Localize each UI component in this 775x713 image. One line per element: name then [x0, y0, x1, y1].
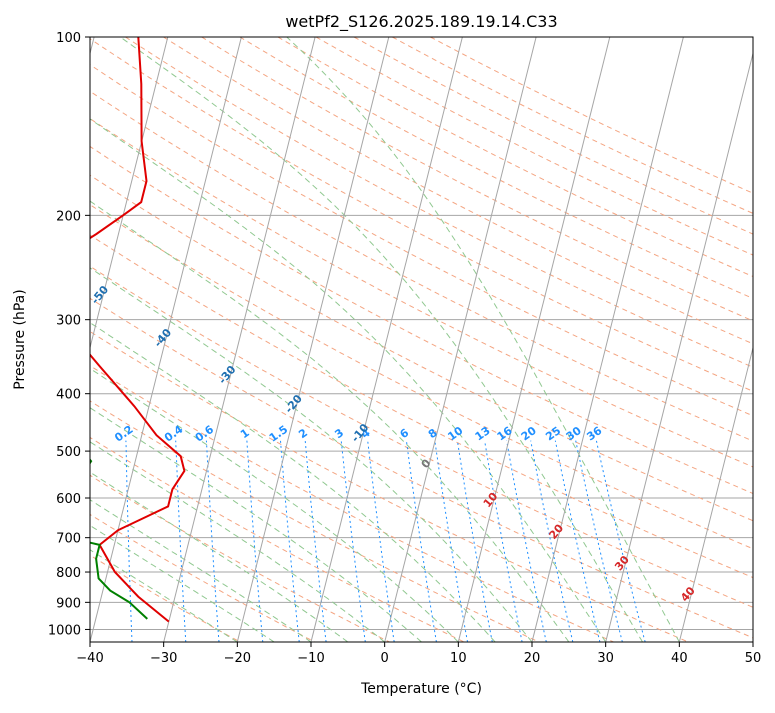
y-tick-label: 200 [56, 209, 81, 224]
y-tick-label: 500 [56, 445, 81, 460]
y-tick-label: 1000 [48, 623, 81, 638]
y-tick-label: 900 [56, 596, 81, 611]
y-tick-label: 400 [56, 388, 81, 403]
y-tick-label: 300 [56, 314, 81, 329]
x-tick-label: 50 [745, 651, 762, 666]
x-tick-label: −20 [224, 651, 251, 666]
x-tick-label: 40 [671, 651, 688, 666]
x-tick-label: 30 [597, 651, 614, 666]
x-tick-label: −30 [150, 651, 177, 666]
x-tick-label: 10 [450, 651, 467, 666]
x-tick-label: −40 [76, 651, 103, 666]
x-tick-label: 20 [524, 651, 541, 666]
y-axis-label: Pressure (hPa) [12, 289, 28, 389]
y-tick-label: 600 [56, 492, 81, 507]
y-tick-label: 800 [56, 566, 81, 581]
y-tick-label: 100 [56, 31, 81, 46]
x-tick-label: −10 [297, 651, 324, 666]
x-tick-label: 0 [381, 651, 389, 666]
chart-title: wetPf2_S126.2025.189.19.14.C33 [285, 12, 557, 32]
y-tick-label: 700 [56, 532, 81, 547]
x-axis-label: Temperature (°C) [360, 681, 482, 697]
